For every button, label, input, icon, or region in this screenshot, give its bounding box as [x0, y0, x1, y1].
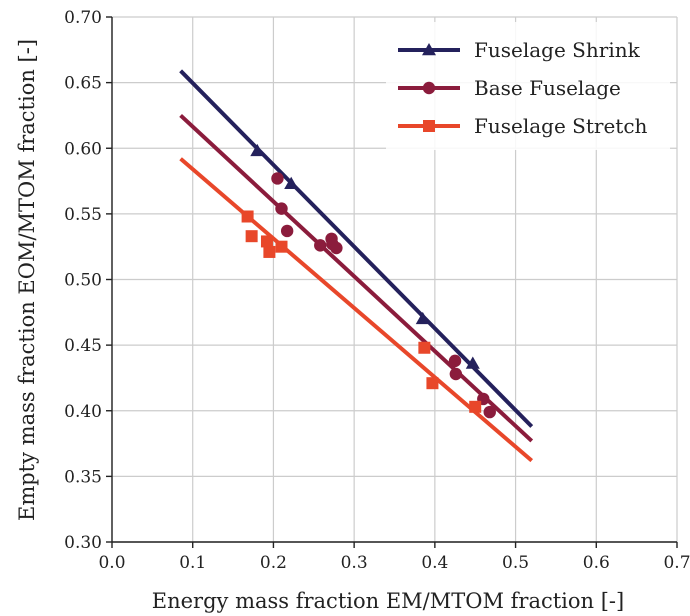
x-tick-label: 0.7	[663, 553, 690, 573]
data-point	[415, 311, 430, 325]
data-point	[449, 367, 463, 381]
legend-label: Fuselage Stretch	[474, 114, 648, 138]
data-point	[275, 202, 288, 215]
y-tick-label: 0.50	[64, 271, 102, 291]
axes	[106, 16, 678, 548]
legend-marker	[422, 43, 436, 56]
data-point	[275, 240, 288, 253]
data-point	[483, 405, 496, 419]
fit-line	[179, 113, 534, 443]
y-tick-label: 0.60	[64, 139, 102, 159]
tick-labels: 0.0 0.1 0.2 0.3 0.4 0.5 0.6 0.7 0.30 0.35 0.40 0.45…	[64, 8, 690, 573]
data-point	[465, 356, 480, 369]
x-tick-label: 0.4	[421, 553, 448, 573]
data-point	[271, 172, 284, 185]
x-axis-label: Energy mass fraction EM/MTOM fraction [-…	[152, 589, 624, 613]
y-tick-label: 0.70	[64, 8, 102, 28]
x-tick-label: 0.5	[502, 553, 529, 573]
y-tick-label: 0.35	[64, 467, 102, 487]
data-point	[418, 341, 431, 354]
data-point	[314, 239, 327, 252]
y-tick-label: 0.40	[64, 402, 102, 422]
legend-label: Base Fuselage	[474, 76, 621, 100]
fit-line	[179, 157, 534, 463]
data-point	[448, 354, 462, 368]
data-point	[263, 245, 276, 258]
y-tick-label: 0.55	[64, 205, 102, 225]
x-tick-label: 0.6	[583, 553, 610, 573]
legend-label: Fuselage Shrink	[474, 38, 641, 62]
data-points	[241, 143, 496, 419]
legend-marker	[422, 81, 436, 95]
data-point	[426, 377, 439, 390]
y-tick-label: 0.45	[64, 336, 102, 356]
data-point	[241, 210, 254, 223]
y-tick-label: 0.30	[64, 533, 102, 553]
data-point	[250, 143, 265, 157]
y-tick-label: 0.65	[64, 74, 102, 94]
y-axis-label: Empty mass fraction EOM/MTOM fraction [-…	[15, 39, 39, 521]
x-tick-label: 0.2	[260, 553, 287, 573]
x-tick-label: 0.3	[341, 553, 368, 573]
data-point	[260, 235, 273, 248]
legend-marker	[423, 120, 435, 132]
x-tick-label: 0.1	[179, 553, 206, 573]
data-point	[330, 241, 343, 255]
data-point	[245, 230, 258, 243]
legend: Fuselage Shrink Base Fuselage Fuselage Str…	[386, 22, 670, 150]
data-point	[284, 176, 299, 189]
x-tick-label: 0.0	[98, 553, 125, 573]
data-point	[469, 400, 482, 413]
data-point	[280, 224, 294, 238]
